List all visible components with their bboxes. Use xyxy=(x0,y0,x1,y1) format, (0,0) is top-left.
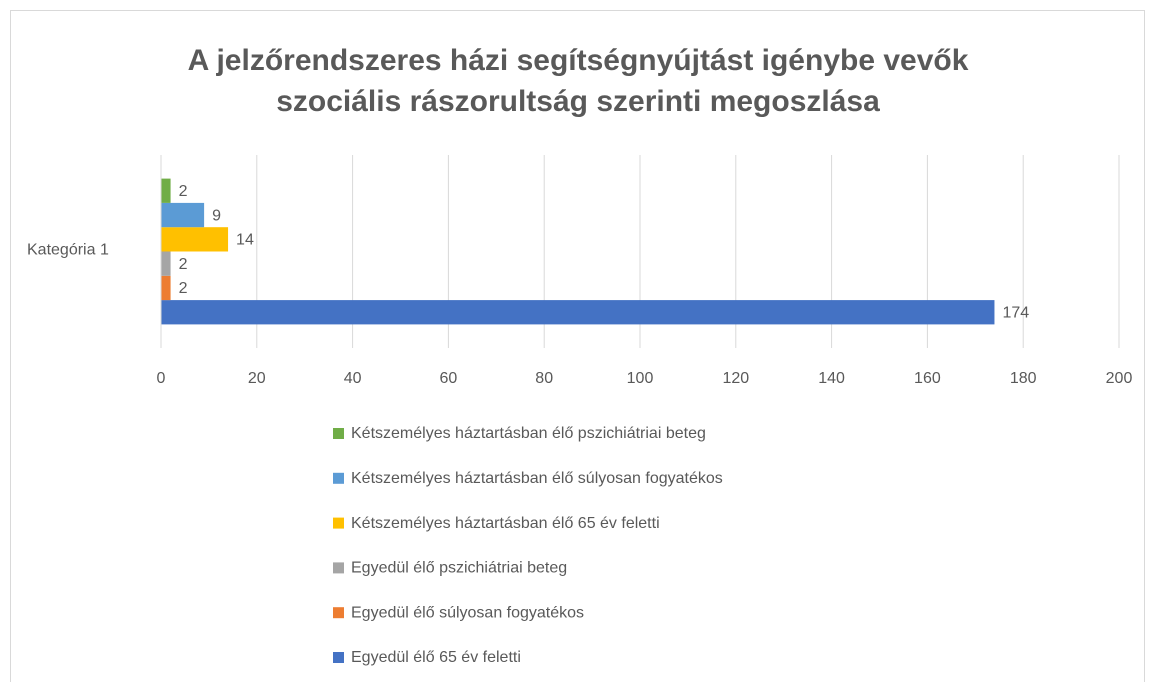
data-label: 2 xyxy=(179,256,188,273)
legend-label: Kétszemélyes háztartásban élő pszichiátr… xyxy=(351,425,706,442)
bar xyxy=(161,202,205,228)
legend-label: Egyedül élő pszichiátriai beteg xyxy=(351,560,567,577)
bar xyxy=(161,300,995,325)
legend-swatch xyxy=(333,607,344,619)
legend-label: Kétszemélyes háztartásban élő 65 év fele… xyxy=(351,515,660,532)
bar xyxy=(161,178,171,203)
data-label: 9 xyxy=(212,207,221,224)
x-tick-label: 60 xyxy=(440,370,458,387)
x-tick-label: 120 xyxy=(722,370,749,387)
legend-swatch xyxy=(333,428,344,439)
legend-swatch xyxy=(333,517,344,529)
bar xyxy=(161,227,229,252)
chart-border xyxy=(10,10,1145,682)
chart-title: szociális rászorultság szerinti megoszlá… xyxy=(276,85,880,118)
data-label: 2 xyxy=(179,280,188,297)
legend-label: Egyedül élő súlyosan fogyatékos xyxy=(351,604,584,621)
x-tick-label: 160 xyxy=(914,370,941,387)
legend-label: Kétszemélyes háztartásban élő súlyosan f… xyxy=(351,470,723,487)
legend-swatch xyxy=(333,472,344,484)
x-tick-label: 0 xyxy=(157,370,166,387)
legend-swatch xyxy=(333,562,344,574)
x-tick-label: 200 xyxy=(1106,370,1133,387)
chart-title: A jelzőrendszeres házi segítségnyújtást … xyxy=(188,44,969,77)
x-tick-label: 140 xyxy=(818,370,845,387)
x-tick-label: 20 xyxy=(248,370,266,387)
legend-swatch xyxy=(333,652,344,663)
data-label: 174 xyxy=(1002,304,1029,321)
bar xyxy=(161,251,171,276)
x-tick-label: 180 xyxy=(1010,370,1037,387)
data-label: 2 xyxy=(179,183,188,200)
y-tick-label: Kategória 1 xyxy=(27,242,109,259)
bar xyxy=(161,275,171,301)
x-tick-label: 40 xyxy=(344,370,362,387)
x-tick-label: 100 xyxy=(627,370,654,387)
x-tick-label: 80 xyxy=(535,370,553,387)
data-label: 14 xyxy=(236,232,254,249)
legend-label: Egyedül élő 65 év feletti xyxy=(351,649,521,666)
